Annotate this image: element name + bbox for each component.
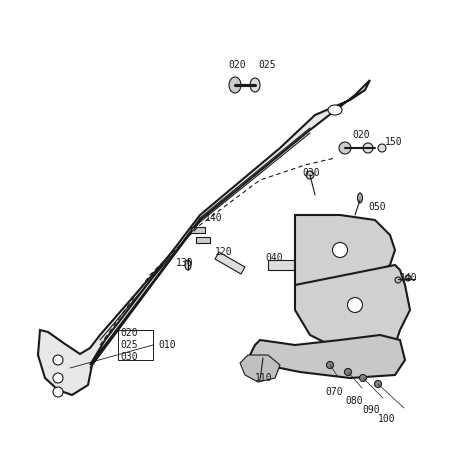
Ellipse shape — [229, 77, 241, 93]
Ellipse shape — [53, 387, 63, 397]
Ellipse shape — [53, 373, 63, 383]
Ellipse shape — [357, 193, 363, 203]
Text: 130: 130 — [176, 258, 193, 268]
Text: 100: 100 — [378, 414, 396, 424]
Ellipse shape — [53, 355, 63, 365]
Text: 080: 080 — [345, 396, 363, 406]
Text: 110: 110 — [255, 373, 273, 383]
Ellipse shape — [185, 260, 191, 270]
Text: 040: 040 — [265, 253, 283, 263]
Ellipse shape — [250, 78, 260, 92]
Ellipse shape — [363, 143, 373, 153]
Text: 050: 050 — [368, 202, 386, 212]
Text: 140: 140 — [205, 213, 223, 223]
Text: 025: 025 — [258, 60, 275, 70]
Text: 030: 030 — [120, 352, 137, 362]
Text: 020: 020 — [120, 328, 137, 338]
Bar — [191, 227, 205, 233]
Ellipse shape — [395, 277, 401, 283]
Text: 090: 090 — [362, 405, 380, 415]
Polygon shape — [295, 215, 395, 295]
Ellipse shape — [328, 105, 342, 115]
Ellipse shape — [374, 381, 382, 388]
Bar — [118, 330, 153, 360]
Polygon shape — [295, 265, 410, 355]
Ellipse shape — [327, 362, 334, 368]
Polygon shape — [90, 80, 370, 365]
Text: 070: 070 — [325, 387, 343, 397]
Text: 020: 020 — [352, 130, 370, 140]
Text: 030: 030 — [302, 168, 319, 178]
Bar — [215, 252, 245, 274]
Polygon shape — [250, 335, 405, 378]
Text: 025: 025 — [120, 340, 137, 350]
Bar — [268, 260, 296, 270]
Text: 010: 010 — [158, 340, 176, 350]
Ellipse shape — [378, 144, 386, 152]
Text: 140: 140 — [400, 273, 418, 283]
Ellipse shape — [339, 142, 351, 154]
Ellipse shape — [359, 374, 366, 382]
Bar — [196, 237, 210, 243]
Ellipse shape — [306, 171, 314, 179]
Text: 020: 020 — [228, 60, 246, 70]
Text: 150: 150 — [385, 137, 402, 147]
Ellipse shape — [332, 243, 347, 257]
Polygon shape — [38, 220, 200, 395]
Ellipse shape — [345, 368, 352, 375]
Ellipse shape — [405, 275, 411, 281]
Polygon shape — [240, 355, 280, 382]
Text: 120: 120 — [215, 247, 233, 257]
Ellipse shape — [347, 298, 363, 312]
